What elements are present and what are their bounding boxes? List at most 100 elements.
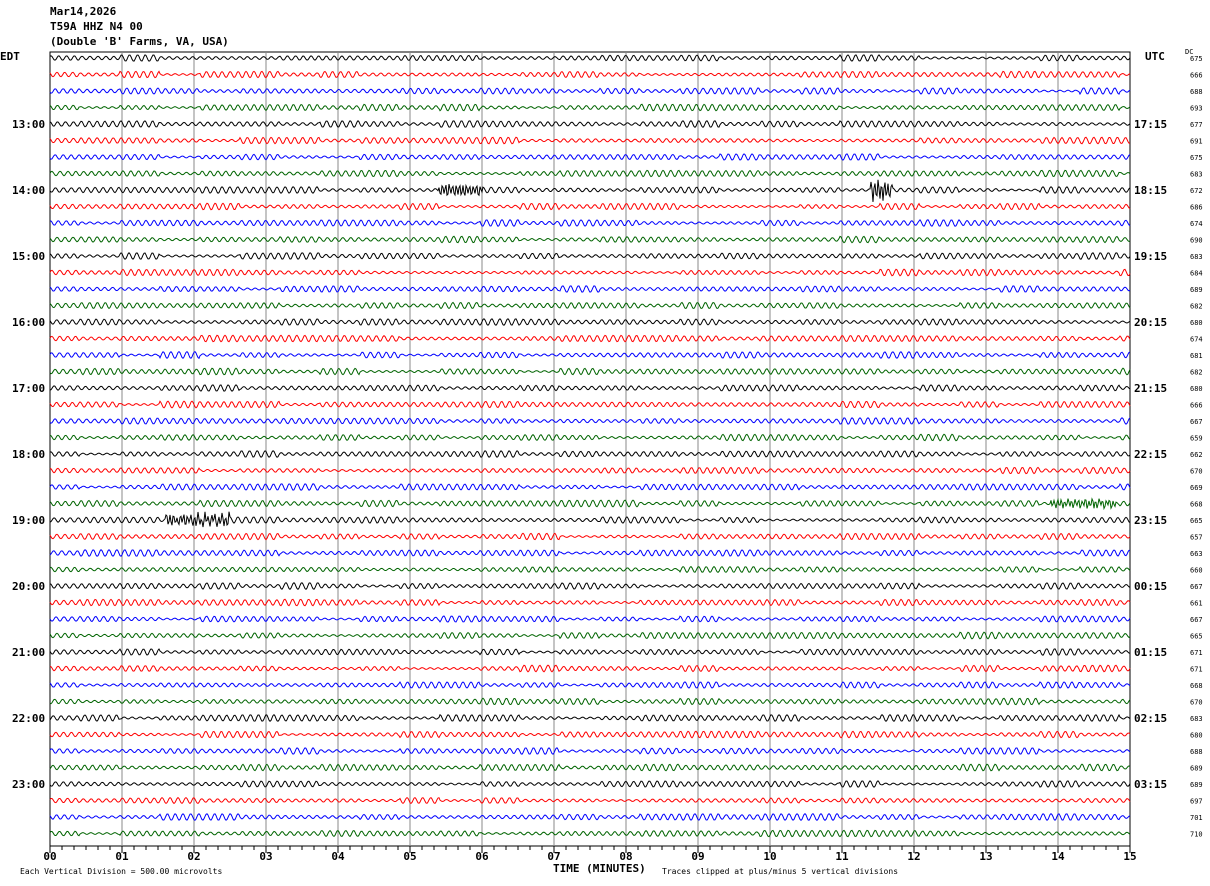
dc-offset: 669 bbox=[1190, 484, 1203, 492]
right-time-label: 19:15 bbox=[1134, 250, 1167, 263]
trace-row bbox=[49, 301, 1131, 310]
trace-row bbox=[49, 664, 1131, 673]
dc-offset: 693 bbox=[1190, 105, 1203, 113]
left-time-label: 18:00 bbox=[12, 448, 45, 461]
left-time-label: 21:00 bbox=[12, 646, 45, 659]
dc-label: DC bbox=[1185, 48, 1194, 56]
left-time-label: 23:00 bbox=[12, 778, 45, 791]
station-label: T59A HHZ N4 00 bbox=[50, 20, 143, 33]
x-tick-label: 05 bbox=[403, 850, 416, 863]
trace-row bbox=[49, 400, 1131, 409]
dc-offset: 666 bbox=[1190, 72, 1203, 80]
dc-offset: 710 bbox=[1190, 831, 1203, 839]
trace-row bbox=[49, 730, 1131, 739]
dc-offset: 660 bbox=[1190, 567, 1203, 575]
x-tick-label: 02 bbox=[187, 850, 200, 863]
trace-row bbox=[49, 350, 1131, 360]
x-tick-label: 14 bbox=[1051, 850, 1065, 863]
trace-row bbox=[49, 581, 1131, 590]
dc-offset: 677 bbox=[1190, 121, 1203, 129]
trace-row bbox=[49, 511, 1131, 528]
trace-row bbox=[49, 648, 1131, 656]
trace-row bbox=[49, 70, 1131, 79]
right-time-label: 17:15 bbox=[1134, 118, 1167, 131]
dc-offset: 671 bbox=[1190, 649, 1203, 657]
dc-offset: 684 bbox=[1190, 270, 1203, 278]
dc-offset: 688 bbox=[1190, 748, 1203, 756]
left-timezone: EDT bbox=[0, 50, 20, 63]
x-tick-label: 11 bbox=[835, 850, 849, 863]
left-time-label: 14:00 bbox=[12, 184, 45, 197]
trace-row bbox=[49, 179, 1131, 202]
dc-offset: 672 bbox=[1190, 187, 1203, 195]
dc-offset: 668 bbox=[1190, 682, 1203, 690]
dc-offset: 690 bbox=[1190, 237, 1203, 245]
x-tick-label: 07 bbox=[547, 850, 560, 863]
dc-offset: 670 bbox=[1190, 468, 1203, 476]
trace-row bbox=[49, 697, 1131, 706]
clip-note: Traces clipped at plus/minus 5 vertical … bbox=[662, 867, 899, 876]
trace-row bbox=[49, 681, 1131, 689]
dc-offset: 680 bbox=[1190, 732, 1203, 740]
dc-offset: 667 bbox=[1190, 616, 1203, 624]
dc-offset: 670 bbox=[1190, 699, 1203, 707]
trace-row bbox=[49, 136, 1131, 145]
trace-row bbox=[49, 235, 1131, 244]
dc-offset: 680 bbox=[1190, 385, 1203, 393]
trace-row bbox=[49, 87, 1131, 96]
dc-offset: 686 bbox=[1190, 204, 1203, 212]
dc-offset: 667 bbox=[1190, 418, 1203, 426]
left-time-label: 13:00 bbox=[12, 118, 45, 131]
trace-row bbox=[49, 631, 1131, 640]
dc-offset: 663 bbox=[1190, 550, 1203, 558]
dc-offset: 689 bbox=[1190, 286, 1203, 294]
trace-row bbox=[49, 796, 1131, 805]
dc-offset: 657 bbox=[1190, 534, 1203, 542]
trace-row bbox=[49, 285, 1131, 293]
dc-offset: 697 bbox=[1190, 798, 1203, 806]
x-tick-label: 15 bbox=[1123, 850, 1136, 863]
date-label: Mar14,2026 bbox=[50, 5, 117, 18]
trace-row bbox=[49, 615, 1131, 623]
dc-offset: 675 bbox=[1190, 55, 1203, 63]
trace-row bbox=[49, 367, 1131, 376]
x-tick-label: 10 bbox=[763, 850, 776, 863]
trace-row bbox=[49, 812, 1131, 822]
trace-row bbox=[49, 153, 1131, 161]
dc-offset: 665 bbox=[1190, 517, 1203, 525]
trace-row bbox=[49, 747, 1131, 755]
trace-row bbox=[49, 763, 1131, 772]
trace-row bbox=[49, 433, 1131, 442]
x-tick-label: 06 bbox=[475, 850, 489, 863]
x-tick-label: 09 bbox=[691, 850, 704, 863]
trace-row bbox=[49, 202, 1131, 211]
dc-offset: 674 bbox=[1190, 220, 1203, 228]
trace-row bbox=[49, 565, 1131, 574]
trace-row bbox=[49, 532, 1131, 541]
trace-row bbox=[49, 103, 1131, 112]
x-tick-label: 08 bbox=[619, 850, 632, 863]
dc-offset: 691 bbox=[1190, 138, 1203, 146]
plot-frame bbox=[49, 51, 1131, 847]
trace-row bbox=[49, 119, 1131, 128]
x-tick-label: 13 bbox=[979, 850, 992, 863]
dc-offset: 661 bbox=[1190, 600, 1203, 608]
dc-offset: 701 bbox=[1190, 814, 1203, 822]
left-time-label: 19:00 bbox=[12, 514, 45, 527]
trace-row bbox=[49, 218, 1131, 228]
right-time-label: 21:15 bbox=[1134, 382, 1167, 395]
x-tick-label: 00 bbox=[43, 850, 56, 863]
dc-offset: 659 bbox=[1190, 435, 1203, 443]
dc-offset: 668 bbox=[1190, 501, 1203, 509]
x-axis-label: TIME (MINUTES) bbox=[553, 862, 646, 875]
dc-offset: 689 bbox=[1190, 765, 1203, 773]
trace-row bbox=[49, 548, 1130, 557]
trace-row bbox=[49, 497, 1131, 511]
right-time-label: 02:15 bbox=[1134, 712, 1167, 725]
left-time-label: 22:00 bbox=[12, 712, 45, 725]
dc-offset: 674 bbox=[1190, 336, 1203, 344]
dc-offset: 681 bbox=[1190, 352, 1203, 360]
right-time-label: 18:15 bbox=[1134, 184, 1167, 197]
left-time-label: 17:00 bbox=[12, 382, 45, 395]
trace-row bbox=[49, 713, 1131, 723]
